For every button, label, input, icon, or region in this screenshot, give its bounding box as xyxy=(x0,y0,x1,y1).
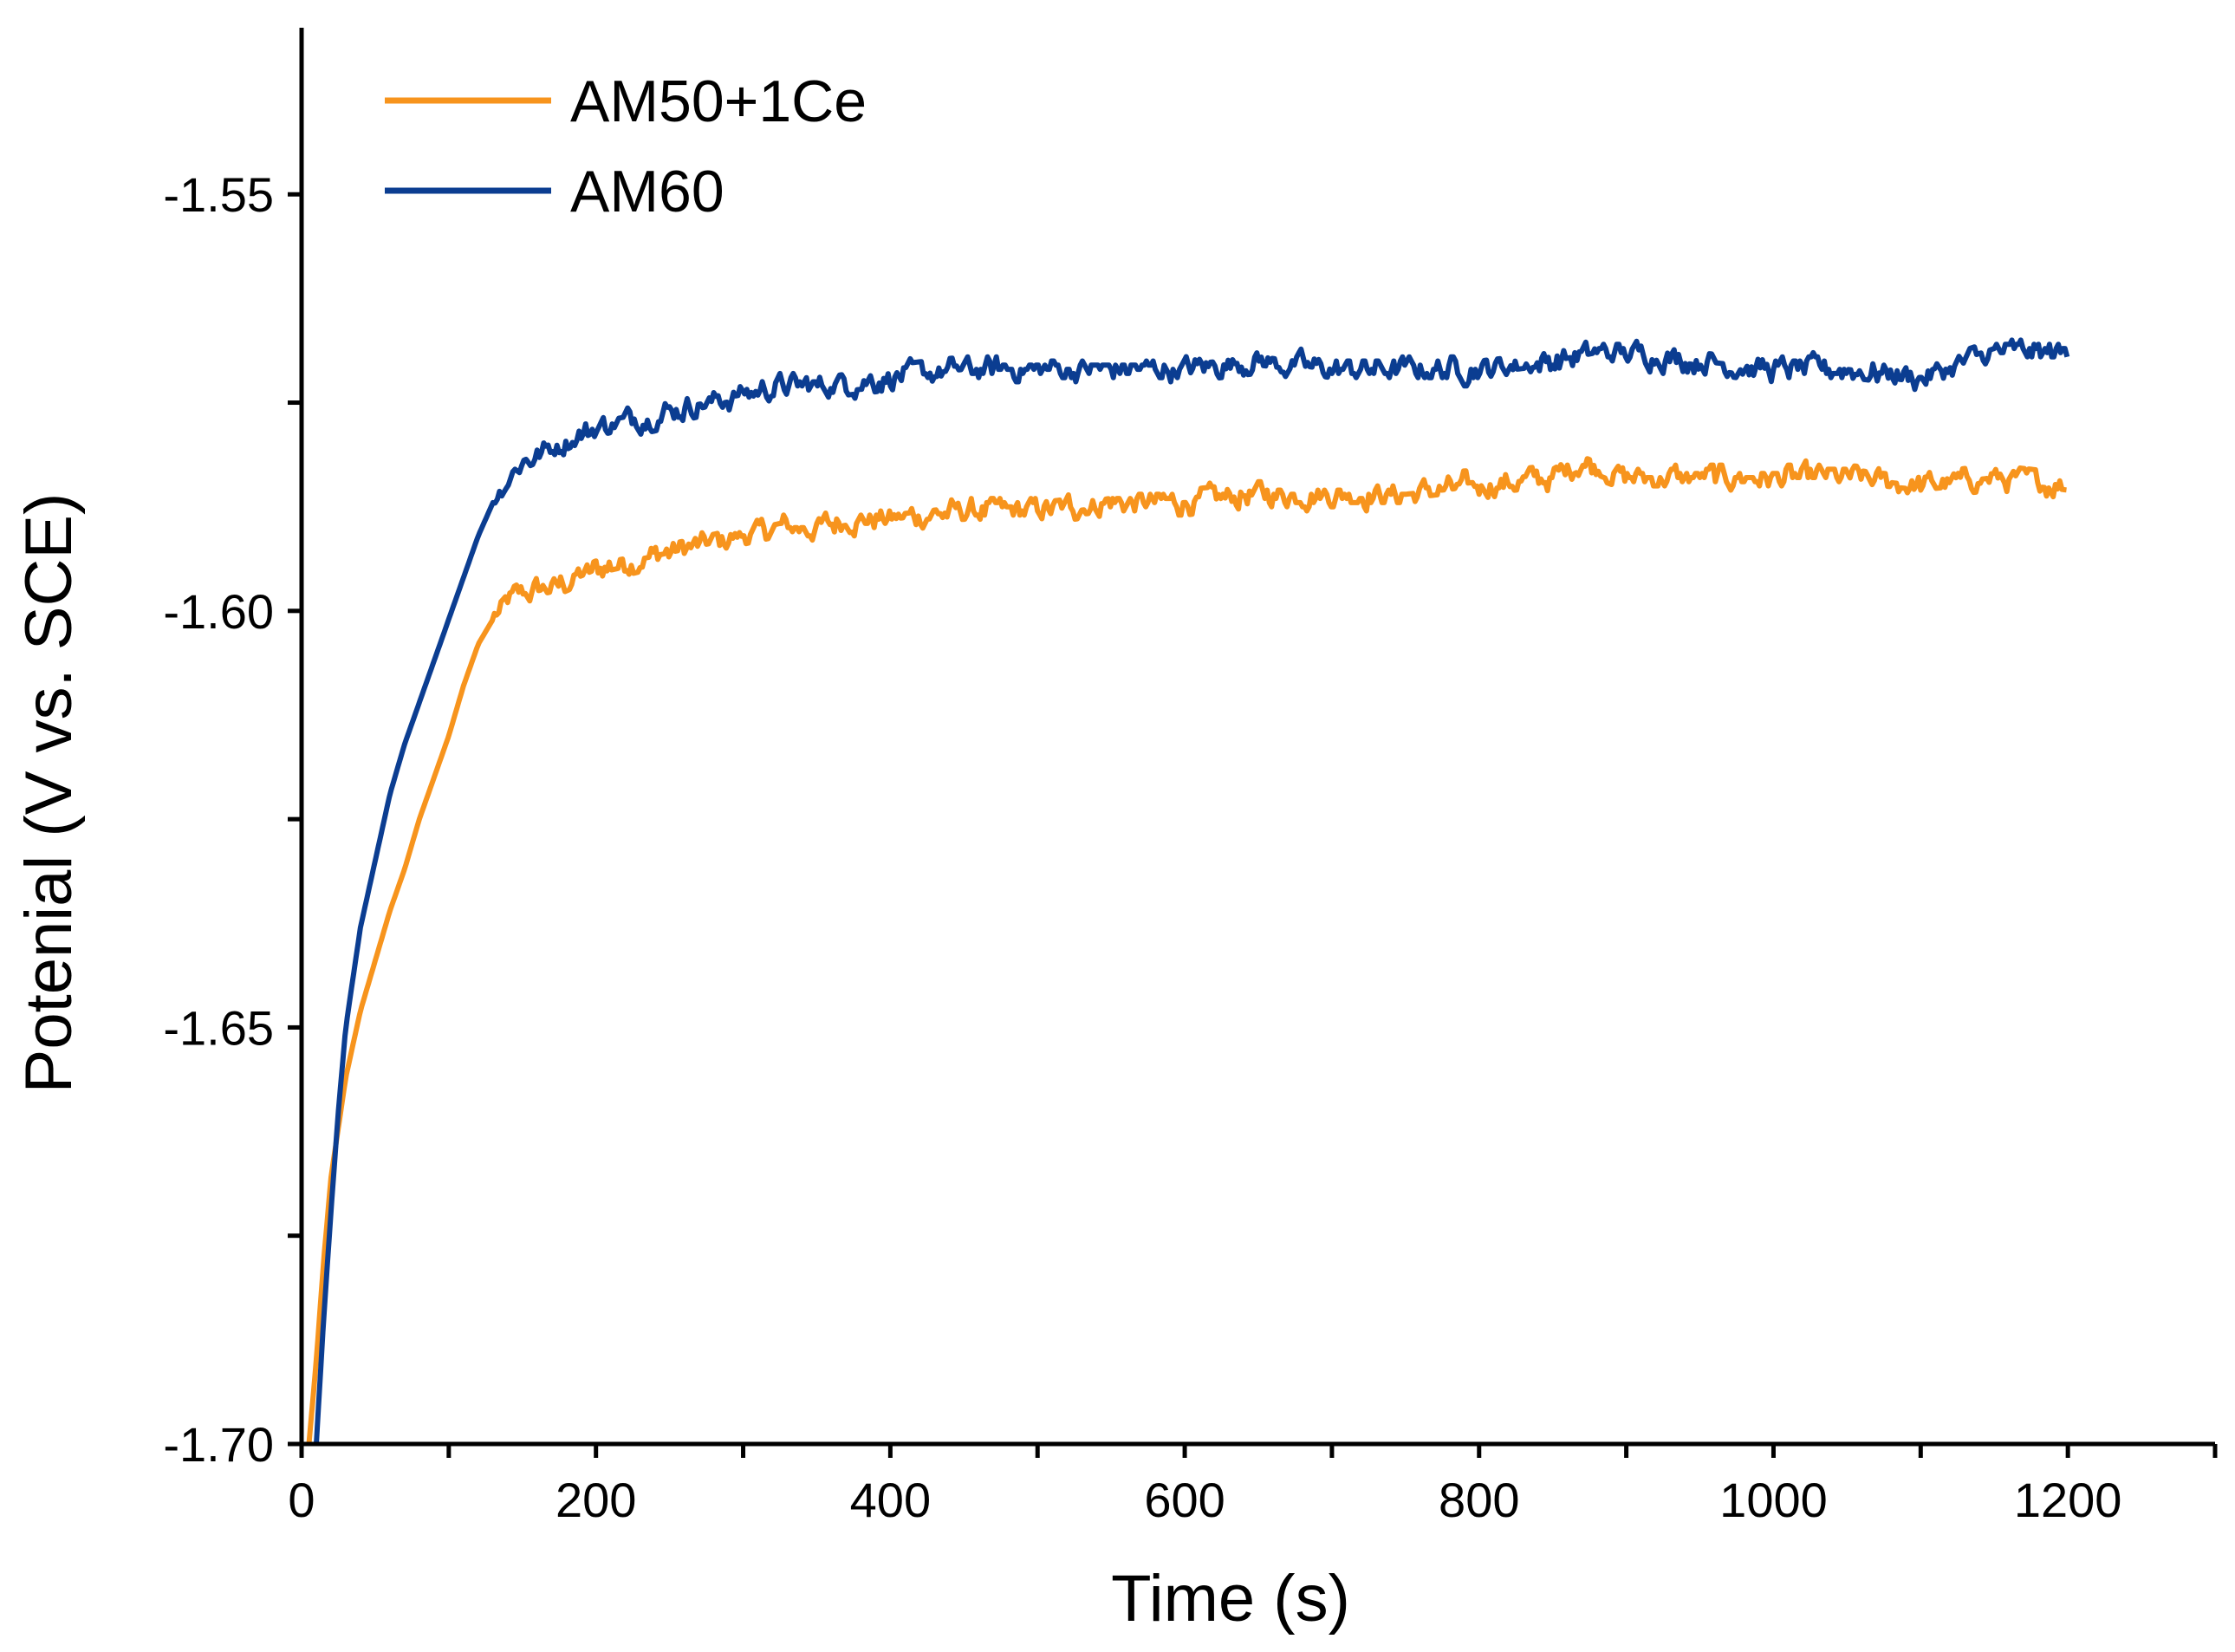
plot-area xyxy=(306,337,2070,1445)
legend: AM50+1Ce AM60 xyxy=(385,68,867,224)
y-tick-label: -1.70 xyxy=(163,1417,274,1472)
y-tick-label: -1.65 xyxy=(163,1000,274,1055)
x-axis-title: Time (s) xyxy=(1111,1562,1350,1636)
y-axis-title: Potenial (V vs. SCE) xyxy=(12,493,86,1094)
x-tick-label: 1200 xyxy=(2014,1473,2122,1527)
y-tick-label: -1.60 xyxy=(163,584,274,639)
series-line-am60 xyxy=(314,337,2070,1445)
x-tick-label: 200 xyxy=(556,1473,636,1527)
y-tick-label: -1.55 xyxy=(163,167,274,222)
x-tick-label: 400 xyxy=(850,1473,931,1527)
x-axis: 0 200 400 600 800 1000 1200 xyxy=(288,1441,2218,1527)
y-axis: -1.70 -1.65 -1.60 -1.55 xyxy=(163,28,304,1472)
x-tick-label: 1000 xyxy=(1719,1473,1828,1527)
x-tick-label: 0 xyxy=(288,1473,315,1527)
x-tick-label: 800 xyxy=(1439,1473,1519,1527)
series-line-am50-1ce xyxy=(306,456,2067,1445)
x-tick-label: 600 xyxy=(1144,1473,1225,1527)
legend-am60-label: AM60 xyxy=(570,159,724,224)
legend-am50-1ce-label: AM50+1Ce xyxy=(570,68,867,134)
